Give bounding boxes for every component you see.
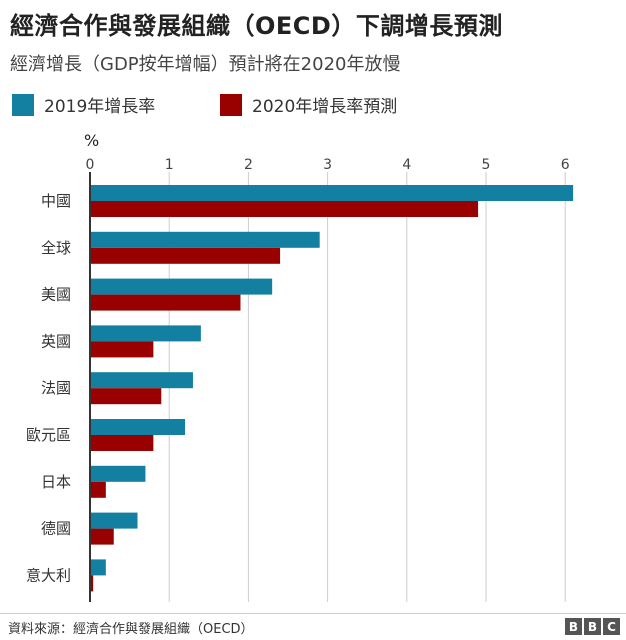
category-label: 法國: [41, 379, 71, 397]
axis-unit-label: %: [84, 131, 99, 150]
legend-label-2020: 2020年增長率預測: [252, 97, 398, 117]
bar-2019: [90, 372, 193, 389]
category-label: 日本: [41, 473, 71, 491]
chart-subtitle: 經濟增長（GDP按年增幅）預計將在2020年放慢: [10, 54, 401, 75]
footer-divider: [0, 613, 626, 614]
bar-2019: [90, 231, 320, 248]
bar-2019: [90, 559, 106, 576]
legend-item-2019: 2019年增長率: [12, 92, 155, 117]
x-tick-label: 4: [402, 157, 411, 173]
category-label: 歐元區: [26, 426, 71, 444]
bar-2020: [90, 388, 162, 405]
category-label: 意大利: [26, 566, 71, 584]
category-label: 全球: [41, 239, 71, 257]
x-tick-label: 5: [482, 157, 491, 173]
bar-2019: [90, 325, 201, 342]
bar-2020: [90, 341, 154, 358]
bbc-logo: B B C: [565, 618, 620, 635]
category-label: 中國: [41, 192, 71, 210]
legend-swatch-2019: [12, 93, 34, 116]
bar-2020: [90, 294, 241, 311]
x-tick-label: 6: [561, 157, 570, 173]
bar-2020: [90, 247, 281, 264]
bar-2019: [90, 465, 146, 482]
bar-2020: [90, 575, 94, 592]
bar-2019: [90, 512, 138, 529]
category-label: 英國: [41, 332, 71, 350]
legend-label-2019: 2019年增長率: [44, 97, 156, 117]
category-label: 德國: [41, 520, 71, 538]
legend-item-2020: 2020年增長率預測: [220, 92, 397, 117]
legend-swatch-2020: [220, 93, 242, 116]
bar-2019: [90, 185, 574, 201]
category-label: 美國: [41, 286, 71, 304]
bbc-logo-letter: C: [603, 618, 620, 635]
bar-2019: [90, 278, 273, 295]
chart-title: 經濟合作與發展組織（OECD）下調增長預測: [10, 12, 503, 40]
x-tick-label: 1: [165, 157, 174, 173]
bar-2020: [90, 481, 106, 498]
bar-2020: [90, 528, 114, 545]
x-tick-label: 3: [323, 157, 332, 173]
x-tick-label: 2: [244, 157, 253, 173]
bar-2020: [90, 201, 479, 217]
x-tick-label: 0: [86, 157, 95, 173]
bar-2020: [90, 435, 154, 451]
bbc-logo-letter: B: [584, 618, 601, 635]
source-note: 資料來源：經濟合作與發展組織（OECD）: [8, 622, 254, 637]
bar-2019: [90, 419, 186, 435]
bbc-logo-letter: B: [565, 618, 582, 635]
legend: 2019年增長率 2020年增長率預測: [12, 92, 612, 117]
